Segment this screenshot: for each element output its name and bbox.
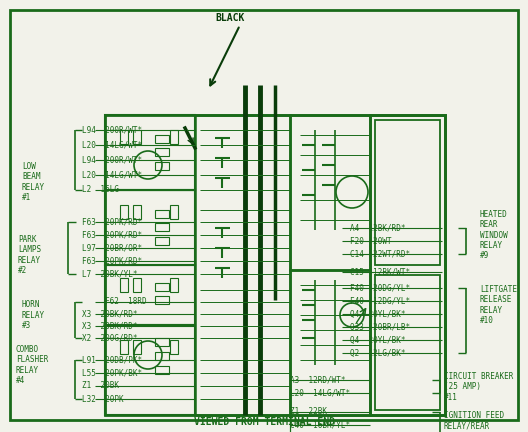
- Bar: [155, 162, 169, 170]
- Bar: [290, 270, 370, 415]
- Text: L20  14LG/WT*: L20 14LG/WT*: [290, 388, 350, 397]
- Bar: [155, 223, 169, 231]
- Bar: [133, 205, 141, 219]
- Text: C14  22WT/RD*: C14 22WT/RD*: [350, 250, 410, 258]
- Bar: [105, 115, 195, 190]
- Bar: [170, 278, 178, 292]
- Bar: [155, 148, 169, 156]
- Bar: [155, 283, 169, 291]
- Text: CIRCUIT BREAKER
(25 AMP)
#11: CIRCUIT BREAKER (25 AMP) #11: [444, 372, 513, 402]
- Bar: [133, 130, 141, 144]
- Text: L91  20DB/PK*: L91 20DB/PK*: [82, 356, 142, 365]
- Text: LIFTGATE
RELEASE
RELAY
#10: LIFTGATE RELEASE RELAY #10: [480, 285, 517, 325]
- Text: F20  20WT: F20 20WT: [350, 236, 392, 245]
- Bar: [133, 340, 141, 354]
- Text: HEATED
REAR
WINDOW
RELAY
#9: HEATED REAR WINDOW RELAY #9: [480, 210, 508, 260]
- Text: Q4  20YL/BK*: Q4 20YL/BK*: [350, 336, 406, 344]
- Text: L20  14LG/WT*: L20 14LG/WT*: [82, 171, 142, 180]
- Bar: [195, 115, 290, 415]
- Bar: [105, 265, 195, 325]
- Text: Q33  20BR/LB*: Q33 20BR/LB*: [350, 323, 410, 331]
- Text: F63  20PK/RD*: F63 20PK/RD*: [82, 217, 142, 226]
- Bar: [120, 130, 128, 144]
- Bar: [290, 115, 370, 270]
- Text: F63  20PK/RD*: F63 20PK/RD*: [82, 231, 142, 239]
- Text: L97  20BR/OR*: L97 20BR/OR*: [82, 244, 142, 252]
- Bar: [105, 115, 445, 415]
- Text: Q4  20YL/BK*: Q4 20YL/BK*: [350, 309, 406, 318]
- Text: IGNITION FEED
RELAY/REAR
A/C HEATER
#7: IGNITION FEED RELAY/REAR A/C HEATER #7: [444, 411, 504, 432]
- Text: X3  20BK/RD*: X3 20BK/RD*: [82, 321, 137, 330]
- Text: Z1  22BK: Z1 22BK: [290, 407, 327, 416]
- Text: F40  12DG/YL*: F40 12DG/YL*: [350, 296, 410, 305]
- Bar: [155, 210, 169, 218]
- Text: VIEWED FROM TERMINAL END: VIEWED FROM TERMINAL END: [193, 417, 335, 427]
- Bar: [170, 205, 178, 219]
- Text: C15  12BK/WT*: C15 12BK/WT*: [350, 267, 410, 276]
- Text: COMBO
FLASHER
RELAY
#4: COMBO FLASHER RELAY #4: [16, 345, 49, 385]
- Bar: [155, 366, 169, 374]
- Bar: [155, 135, 169, 143]
- Text: L94  200R/WT*: L94 200R/WT*: [82, 126, 142, 134]
- Text: PARK
LAMPS
RELAY
#2: PARK LAMPS RELAY #2: [18, 235, 41, 275]
- Text: L32  20PK: L32 20PK: [82, 394, 124, 403]
- Bar: [370, 115, 445, 415]
- Bar: [155, 338, 169, 346]
- Bar: [120, 278, 128, 292]
- Bar: [120, 340, 128, 354]
- Text: Q2  12LG/BK*: Q2 12LG/BK*: [350, 349, 406, 358]
- Text: A3  12RD/WT*: A3 12RD/WT*: [290, 375, 345, 384]
- Text: Z1  20BK: Z1 20BK: [82, 381, 119, 391]
- Bar: [133, 278, 141, 292]
- Text: C40  16BR/YL*: C40 16BR/YL*: [290, 420, 350, 429]
- Text: LOW
BEAM
RELAY
#1: LOW BEAM RELAY #1: [22, 162, 45, 202]
- Bar: [375, 275, 440, 410]
- Bar: [170, 130, 178, 144]
- Text: X2  200G/RD*: X2 200G/RD*: [82, 334, 137, 343]
- Bar: [105, 325, 195, 415]
- Bar: [375, 120, 440, 265]
- Text: F62  18RD: F62 18RD: [105, 298, 147, 306]
- Text: HORN
RELAY
#3: HORN RELAY #3: [22, 300, 45, 330]
- Bar: [155, 237, 169, 245]
- Text: L7  20BK/YL*: L7 20BK/YL*: [82, 270, 137, 279]
- Text: L55  20PK/BK*: L55 20PK/BK*: [82, 368, 142, 378]
- Text: F40  20DG/YL*: F40 20DG/YL*: [350, 283, 410, 292]
- Text: A4  12BK/RD*: A4 12BK/RD*: [350, 223, 406, 232]
- Bar: [105, 190, 195, 265]
- Bar: [170, 340, 178, 354]
- Bar: [155, 296, 169, 304]
- Bar: [120, 205, 128, 219]
- Text: F63  20PK/RD*: F63 20PK/RD*: [82, 257, 142, 266]
- Bar: [155, 352, 169, 360]
- Text: X3  20BK/RD*: X3 20BK/RD*: [82, 309, 137, 318]
- Text: L94  200R/WT*: L94 200R/WT*: [82, 156, 142, 165]
- Text: L2  16LG: L2 16LG: [82, 185, 119, 194]
- Text: L20  14LG/WT*: L20 14LG/WT*: [82, 140, 142, 149]
- Text: BLACK: BLACK: [215, 13, 244, 23]
